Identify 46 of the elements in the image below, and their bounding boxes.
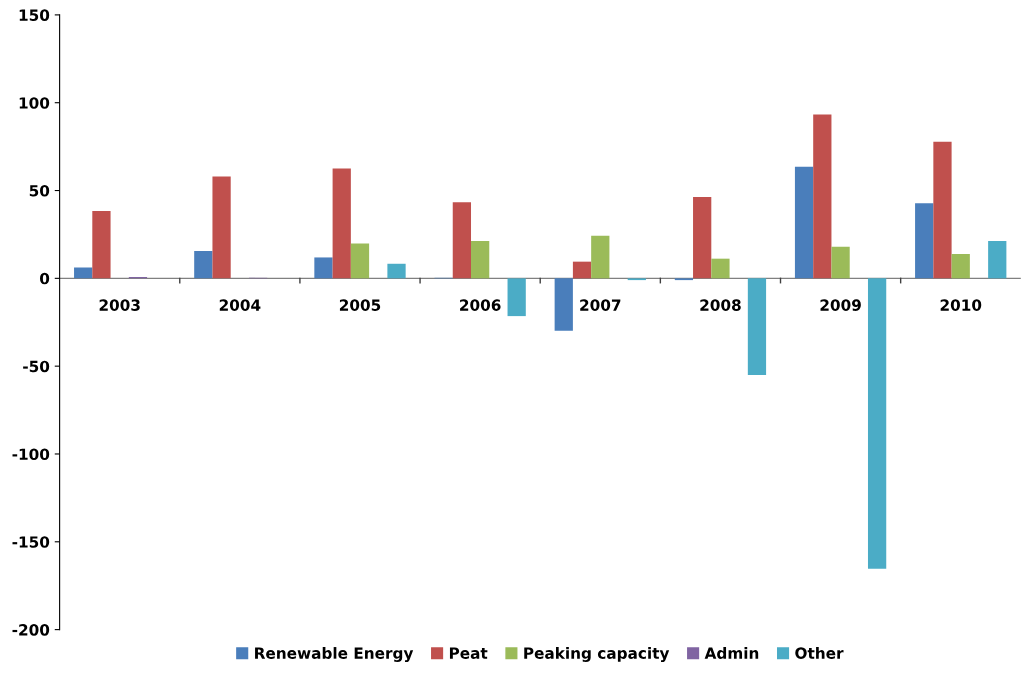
bar (711, 258, 730, 279)
bar (747, 278, 767, 375)
bar (471, 241, 490, 279)
x-tick-label: 2008 (700, 299, 741, 311)
x-tick-label: 2003 (99, 299, 140, 311)
y-tick-label: -150 (12, 536, 50, 548)
x-tick-label: 2004 (219, 299, 261, 311)
legend-label: Other (795, 647, 844, 659)
legend-label: Peaking capacity (524, 647, 670, 662)
bar (591, 235, 610, 279)
y-tick-label: 50 (29, 184, 50, 197)
y-tick-label: -50 (23, 360, 50, 373)
y-tick-label: 100 (19, 97, 50, 109)
legend-label: Peat (449, 647, 488, 659)
bar (951, 254, 970, 279)
y-tick-label: 150 (19, 9, 50, 21)
bar (350, 243, 370, 279)
legend-label: Admin (704, 647, 759, 659)
bar (507, 278, 526, 317)
bar (554, 278, 573, 331)
bar (572, 261, 592, 279)
bar (933, 141, 952, 279)
bar (988, 241, 1007, 279)
bar (915, 203, 934, 279)
bar (92, 211, 111, 279)
bar (813, 114, 832, 279)
x-tick-label: 2010 (940, 299, 982, 311)
x-tick-label: 2006 (460, 299, 501, 311)
y-tick-label: -100 (12, 448, 50, 460)
bar (314, 257, 333, 279)
bar (194, 251, 213, 279)
x-tick-label: 2007 (580, 299, 621, 311)
bar (831, 246, 850, 279)
bar (867, 278, 887, 569)
bar (74, 267, 93, 279)
bar (212, 176, 231, 279)
bar (452, 202, 472, 279)
bar (332, 168, 351, 279)
x-tick-label: 2005 (339, 299, 381, 311)
legend-label: Renewable Energy (255, 647, 414, 662)
bar (387, 263, 406, 279)
bar (693, 197, 712, 279)
bar (794, 166, 814, 279)
y-tick-label: -200 (12, 624, 50, 636)
x-tick-label: 2009 (820, 299, 861, 311)
y-tick-label: 0 (40, 272, 50, 285)
